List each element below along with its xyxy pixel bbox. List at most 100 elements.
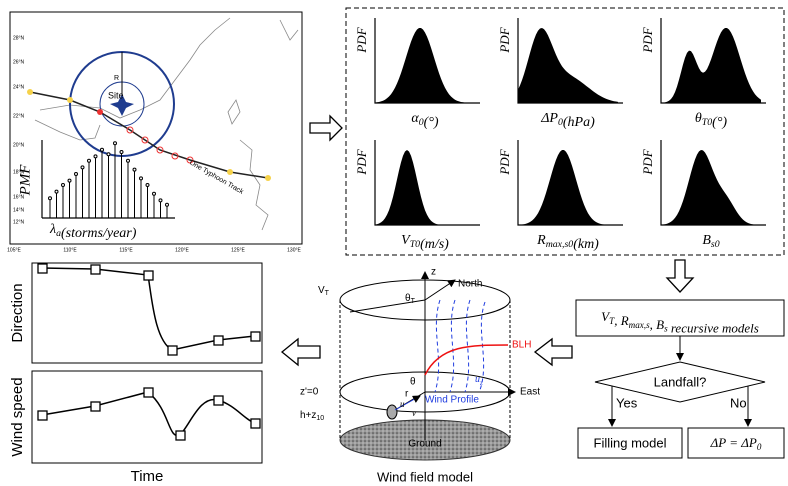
pdf-xlabel: VT0(m/s)	[401, 233, 449, 252]
shape: 28°N 26°N 24°N 22°N 20°N 18°N 16°N 14°N 12°N	[13, 35, 25, 225]
label: PMF	[17, 164, 33, 197]
delta-label: ΔP = ΔP0	[710, 435, 762, 452]
shape	[141, 136, 149, 144]
label: Wind field model	[377, 469, 473, 484]
label: Yes	[616, 395, 638, 410]
label: Wind Profile	[425, 395, 479, 406]
pmf-head	[74, 172, 78, 176]
flow-box	[687, 427, 785, 459]
vt-label: VT	[318, 285, 330, 297]
pmf-head	[139, 176, 143, 181]
shape	[143, 387, 154, 398]
pdf-curve	[518, 28, 618, 103]
shape	[386, 404, 398, 420]
subscript: 0	[558, 117, 563, 128]
text-part: ΔP	[540, 111, 558, 126]
shape	[175, 430, 186, 441]
label: θ	[410, 377, 416, 388]
shape	[143, 270, 154, 281]
shape	[394, 395, 421, 411]
subscript: max,s0	[546, 239, 574, 250]
pdf-xlabel: Rmax,s0(km)	[536, 233, 599, 252]
shape	[171, 152, 179, 160]
text-part: (storms/year)	[61, 226, 137, 241]
text-part: h+z	[300, 410, 316, 421]
lon-label: 105°E	[7, 247, 21, 253]
pdf-axis	[517, 140, 623, 226]
shape: PDFα0(°)PDFΔP0(hPa)PDFθT0(°)PDFVT0(m/s)P…	[354, 18, 766, 252]
text-part: recursive models	[668, 321, 759, 336]
lon-label: 125°E	[231, 247, 245, 253]
text-part: (°)	[424, 115, 439, 130]
lat-label: 18°N	[13, 169, 25, 175]
theta-t-label: θT	[405, 293, 416, 305]
subscript: 10	[316, 415, 324, 422]
flow-box	[575, 299, 785, 337]
flow-box	[577, 427, 683, 459]
subscript: s	[664, 324, 668, 334]
shape	[213, 395, 224, 406]
label: BLH	[512, 340, 531, 351]
shape	[449, 299, 456, 393]
subscript: a	[56, 228, 61, 239]
text-part: V	[318, 285, 325, 296]
pdf-curve	[375, 28, 475, 103]
shape	[90, 401, 101, 412]
shape	[186, 156, 194, 164]
lon-label: 115°E	[119, 247, 133, 253]
shape	[250, 418, 261, 429]
arrow	[533, 337, 573, 367]
wind-field	[339, 271, 516, 461]
site-marker	[110, 94, 134, 116]
lat-label: 28°N	[13, 35, 25, 41]
pmf-head	[100, 147, 104, 152]
track-points	[27, 89, 271, 181]
pdf-axis	[374, 18, 480, 104]
shape	[37, 410, 48, 421]
series-frame	[31, 370, 263, 464]
shape	[90, 264, 101, 275]
shape	[227, 169, 233, 175]
text-part: θ	[405, 293, 411, 304]
shape: 105°E 110°E 115°E 120°E 125°E 130°E	[7, 247, 301, 253]
pmf-head	[158, 198, 163, 203]
subscript: T	[411, 298, 416, 305]
label: Ground	[408, 439, 441, 450]
uz-label: uz	[475, 374, 483, 386]
shape	[279, 19, 299, 41]
pdf-box	[345, 7, 785, 256]
label: Direction	[9, 283, 26, 342]
lat-label: 16°N	[13, 194, 25, 200]
subscript: T0	[702, 117, 712, 128]
pdf-curve	[661, 28, 761, 103]
pmf-head	[93, 154, 98, 159]
text-part: λ	[49, 222, 56, 237]
pdf-ylabel: PDF	[497, 26, 512, 53]
shape	[424, 344, 509, 376]
label: r	[405, 389, 409, 400]
pmf-stems	[48, 141, 169, 218]
pmf-head	[87, 158, 91, 163]
shape	[424, 279, 456, 301]
shape	[167, 345, 178, 356]
subscript: 0	[757, 442, 762, 452]
label: Site	[108, 90, 124, 100]
shape	[250, 331, 261, 342]
pdf-curve	[518, 150, 618, 225]
pdf-ylabel: PDF	[640, 148, 655, 175]
pdf-axis	[517, 18, 623, 104]
pmf-head	[132, 167, 137, 172]
pdf-axis	[660, 18, 766, 104]
pmf-head	[67, 178, 72, 183]
pmf-head	[61, 183, 65, 187]
pdf-axis	[374, 140, 480, 226]
shape	[239, 139, 269, 231]
lat-label: 22°N	[13, 113, 25, 119]
height-label: h+z10	[300, 410, 324, 422]
text-part: B	[702, 233, 711, 248]
pmf-head	[126, 158, 130, 163]
lat-label: 26°N	[13, 59, 25, 65]
pdf-curve	[661, 150, 761, 225]
subscript: z	[479, 379, 483, 387]
subscript: T	[325, 290, 330, 297]
